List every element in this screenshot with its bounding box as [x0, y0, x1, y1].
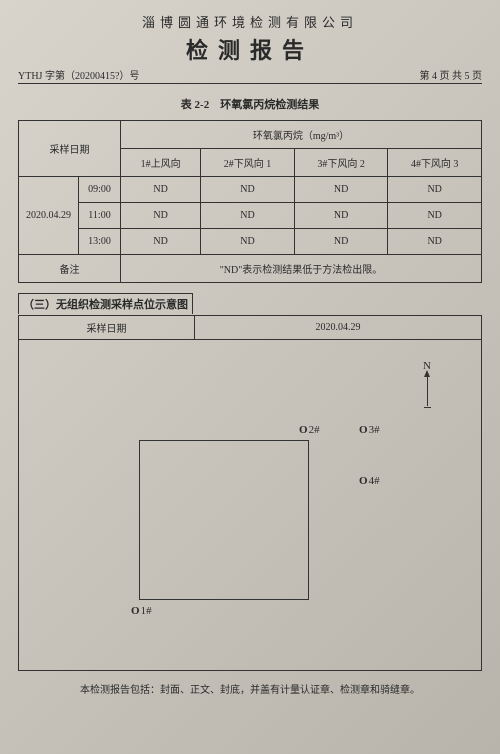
cell-1-2: ND	[294, 203, 388, 229]
cell-0-3: ND	[388, 177, 482, 203]
doc-number: YTHJ 字第（20200415?）号	[18, 67, 139, 82]
results-table: 采样日期 环氧氯丙烷（mg/m³） 1#上风向 2#下风向 1 3#下风向 2 …	[18, 120, 482, 283]
cell-2-1: ND	[201, 229, 295, 255]
site-square	[139, 440, 309, 600]
section-heading: （三）无组织检测采样点位示意图	[18, 293, 193, 314]
cell-1-1: ND	[201, 203, 295, 229]
diagram-header-table: 采样日期 2020.04.29	[19, 316, 481, 340]
col-date-header: 采样日期	[19, 121, 121, 177]
note-text: "ND"表示检测结果低于方法检出限。	[121, 255, 482, 283]
diagram-section: 采样日期 2020.04.29 N O1# O2# O3# O4#	[18, 315, 482, 671]
company-name: 淄博圆通环境检测有限公司	[18, 12, 482, 31]
note-label: 备注	[19, 255, 121, 283]
cell-0-0: ND	[121, 177, 201, 203]
page-number: 第 4 页 共 5 页	[420, 67, 483, 82]
compass-arrow-icon	[427, 374, 428, 406]
compass: N	[423, 360, 431, 406]
sample-point-1: O1#	[131, 605, 152, 617]
date-cell: 2020.04.29	[19, 177, 79, 255]
header-meta: YTHJ 字第（20200415?）号 第 4 页 共 5 页	[18, 67, 482, 84]
group-header: 环氧氯丙烷（mg/m³）	[121, 121, 482, 149]
col-h4: 4#下风向 3	[388, 149, 482, 177]
diagram-date-label: 采样日期	[19, 316, 195, 340]
cell-2-3: ND	[388, 229, 482, 255]
sample-point-2: O2#	[299, 424, 320, 436]
col-h2: 2#下风向 1	[201, 149, 295, 177]
time-1: 11:00	[79, 203, 121, 229]
sampling-diagram: N O1# O2# O3# O4#	[19, 340, 481, 670]
report-title: 检测报告	[18, 33, 482, 65]
time-2: 13:00	[79, 229, 121, 255]
cell-1-3: ND	[388, 203, 482, 229]
cell-1-0: ND	[121, 203, 201, 229]
col-h3: 3#下风向 2	[294, 149, 388, 177]
time-0: 09:00	[79, 177, 121, 203]
cell-0-1: ND	[201, 177, 295, 203]
cell-2-2: ND	[294, 229, 388, 255]
sample-point-3: O3#	[359, 424, 380, 436]
col-h1: 1#上风向	[121, 149, 201, 177]
footer-text: 本检测报告包括：封面、正文、封底，并盖有计量认证章、检测章和骑缝章。	[18, 681, 482, 696]
diagram-date-value: 2020.04.29	[195, 316, 481, 340]
cell-2-0: ND	[121, 229, 201, 255]
sample-point-4: O4#	[359, 475, 380, 487]
cell-0-2: ND	[294, 177, 388, 203]
table-caption: 表 2-2 环氧氯丙烷检测结果	[18, 96, 482, 112]
